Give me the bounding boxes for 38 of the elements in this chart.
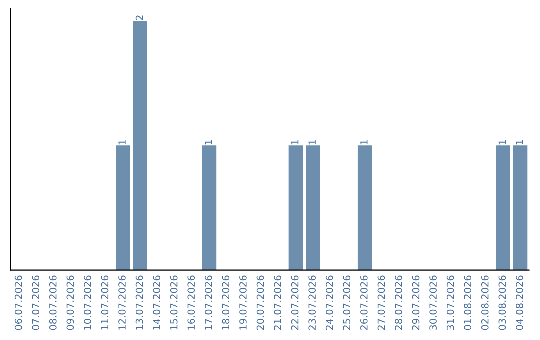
x-tick-label: 22.07.2026: [291, 276, 299, 330]
x-tick-label: 24.07.2026: [326, 276, 334, 330]
data-label: 1: [516, 140, 524, 145]
x-tick-label: 31.07.2026: [446, 276, 454, 330]
data-label: 1: [360, 140, 368, 145]
data-label: 1: [292, 140, 299, 145]
x-tick-label: 13.07.2026: [136, 276, 144, 330]
x-tick-label: 16.07.2026: [188, 276, 196, 330]
x-tick-label: 21.07.2026: [274, 276, 282, 330]
x-tick-label: 20.07.2026: [256, 276, 264, 330]
x-tick-label: 18.07.2026: [222, 276, 230, 330]
data-label: 1: [308, 140, 316, 145]
x-tick-label: 23.07.2026: [308, 276, 316, 330]
x-tick-label: 04.08.2026: [516, 276, 524, 330]
x-tick-label: 02.08.2026: [481, 276, 489, 330]
x-tick-label: 26.07.2026: [360, 276, 368, 330]
x-tick-label: 12.07.2026: [118, 276, 126, 330]
x-tick-label: 06.07.2026: [14, 276, 22, 330]
x-tick-label: 28.07.2026: [395, 276, 402, 330]
data-label: 1: [205, 140, 212, 145]
x-tick-label: 09.07.2026: [66, 276, 74, 330]
x-tick-label: 14.07.2026: [153, 276, 160, 330]
x-tick-label: 29.07.2026: [412, 276, 420, 330]
x-tick-label: 27.07.2026: [378, 276, 386, 330]
x-tick-label: 30.07.2026: [430, 276, 437, 330]
x-tick-label: 19.07.2026: [240, 276, 247, 330]
x-tick-label: 17.07.2026: [204, 276, 212, 330]
x-tick-label: 07.07.2026: [32, 276, 40, 330]
x-tick-label: 03.08.2026: [498, 276, 506, 330]
x-tick-label: 11.07.2026: [101, 276, 109, 330]
x-tick-label: 01.08.2026: [464, 276, 472, 330]
data-label: 1: [498, 140, 506, 145]
x-tick-label: 15.07.2026: [170, 276, 178, 330]
x-tick-label: 25.07.2026: [343, 276, 351, 330]
data-label: 2: [136, 16, 144, 20]
data-label: 1: [118, 140, 126, 145]
x-tick-label: 08.07.2026: [49, 276, 57, 330]
x-tick-label: 10.07.2026: [84, 276, 92, 330]
